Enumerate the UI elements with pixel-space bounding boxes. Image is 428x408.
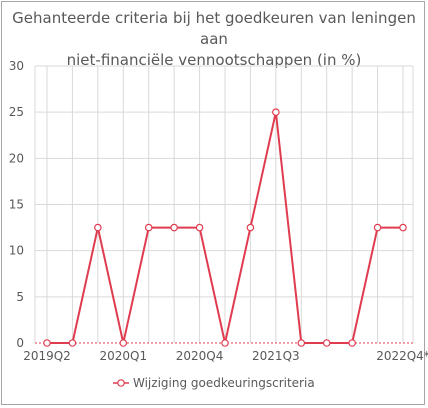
legend-label-0: Wijziging goedkeuringscriteria [133,376,315,390]
data-point-4 [144,223,153,232]
data-point-6 [195,223,204,232]
x-axis-tick-labels: 2019Q2 2020Q1 2020Q4 2021Q3 2022Q4* [23,349,428,363]
x-tick-label-0: 2019Q2 [23,349,71,363]
y-tick-label-6: 30 [9,59,24,73]
data-point-1 [68,339,77,347]
chart-title-line-1: Gehanteerde criteria bij het goedkeuren … [12,9,416,48]
data-point-2 [94,223,102,232]
x-tick-label-1: 2020Q1 [99,349,147,363]
data-point-13 [373,223,382,232]
data-point-12 [348,339,356,347]
y-tick-label-5: 25 [9,105,24,119]
x-tick-label-2: 2020Q4 [176,349,224,363]
y-axis-tick-labels: 0 5 10 15 20 25 30 [9,59,24,350]
data-point-8 [246,223,255,232]
data-point-10 [297,339,306,347]
x-tick-label-4: 2022Q4* [376,349,428,363]
data-point-7 [221,339,229,347]
legend-marker-0 [117,379,125,387]
data-point-9 [272,108,280,116]
gridlines [34,65,414,343]
data-point-5 [170,223,178,232]
data-point-3 [119,339,128,347]
data-point-14 [399,223,407,232]
y-tick-label-1: 5 [16,290,24,304]
y-tick-label-3: 15 [9,198,24,212]
legend: Wijziging goedkeuringscriteria [113,376,315,390]
y-tick-label-2: 10 [9,244,24,258]
chart-title-line-2: niet-financiële vennootschappen (in %) [66,51,362,69]
data-point-0 [43,339,51,347]
y-tick-label-4: 20 [9,151,24,165]
y-tick-label-0: 0 [16,336,24,350]
series-group [43,108,407,347]
data-point-11 [322,339,331,347]
x-tick-label-3: 2021Q3 [252,349,300,363]
chart-title: Gehanteerde criteria bij het goedkeuren … [0,8,428,71]
